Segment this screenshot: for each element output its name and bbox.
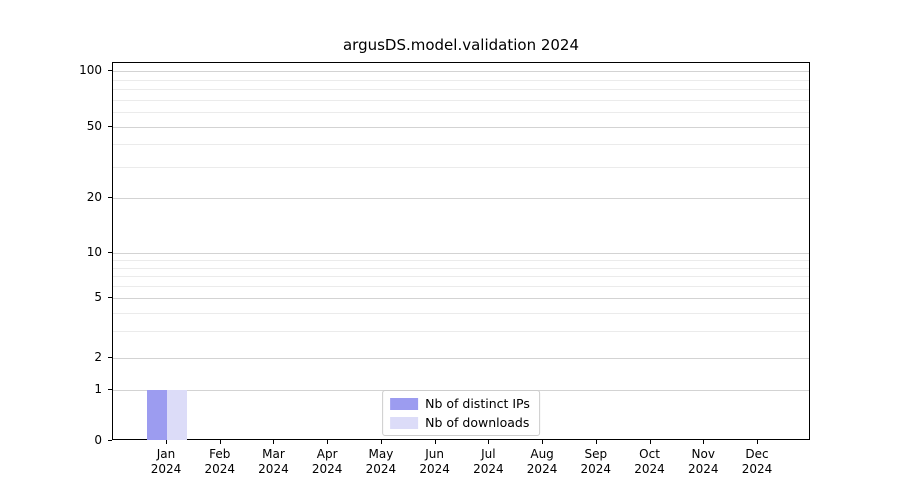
x-tick-year: 2024 (419, 462, 450, 476)
x-tick-year: 2024 (526, 462, 558, 476)
gridline-70 (113, 99, 809, 101)
x-tick-month: Dec (745, 447, 769, 461)
y-tick-label-100: 100 (79, 63, 102, 77)
gridline-20 (113, 198, 809, 199)
x-tick-label-jul: Jul 2024 (456, 447, 520, 477)
gridline-8 (113, 267, 809, 269)
gridline-5 (113, 298, 809, 299)
x-tick-mark-dec (756, 440, 758, 444)
x-tick-label-nov: Nov 2024 (671, 447, 735, 477)
x-tick-mark-sep (595, 440, 597, 444)
x-tick-mark-may (380, 440, 382, 444)
x-tick-month: Apr (316, 447, 338, 461)
legend-item-distinct-ips: Nb of distinct IPs (390, 396, 530, 411)
x-tick-mark-nov (703, 440, 705, 444)
x-tick-label-feb: Feb 2024 (188, 447, 252, 477)
gridline-30 (113, 166, 809, 168)
gridline-7 (113, 276, 809, 278)
legend-swatch-distinct-ips (390, 397, 419, 410)
legend-label-distinct-ips: Nb of distinct IPs (425, 396, 530, 411)
bar-nb-of-downloads-jan (167, 390, 187, 440)
gridline-40 (113, 144, 809, 146)
x-tick-label-aug: Aug 2024 (510, 447, 574, 477)
x-tick-year: 2024 (473, 462, 504, 476)
x-tick-mark-mar (273, 440, 275, 444)
gridline-50 (113, 127, 809, 128)
y-tick-label-10: 10 (86, 245, 102, 259)
plot-area: Nb of distinct IPs Nb of downloads (112, 62, 810, 440)
y-tick-mark-1 (108, 389, 112, 390)
x-tick-month: Jan (156, 447, 176, 461)
x-tick-year: 2024 (687, 462, 719, 476)
x-tick-year: 2024 (204, 462, 235, 476)
x-tick-month: Jun (425, 447, 444, 461)
chart-title: argusDS.model.validation 2024 (342, 36, 580, 54)
legend-swatch-downloads (390, 416, 419, 429)
gridline-9 (113, 259, 809, 261)
y-tick-mark-2 (108, 357, 112, 358)
legend-label-downloads: Nb of downloads (425, 415, 530, 430)
gridline-6 (113, 286, 809, 288)
y-tick-mark-10 (108, 252, 112, 253)
gridline-3 (113, 331, 809, 333)
x-tick-label-dec: Dec 2024 (725, 447, 789, 477)
x-tick-mark-jun (434, 440, 436, 444)
x-tick-label-jun: Jun 2024 (403, 447, 467, 477)
y-tick-label-0: 0 (94, 433, 102, 447)
gridline-90 (113, 79, 809, 81)
legend-item-downloads: Nb of downloads (390, 415, 530, 430)
x-tick-label-jan: Jan 2024 (134, 447, 198, 477)
x-tick-mark-jan (166, 440, 167, 444)
gridline-10 (113, 253, 809, 254)
y-tick-mark-5 (108, 297, 112, 298)
y-tick-label-20: 20 (86, 190, 102, 204)
x-tick-mark-jul (488, 440, 490, 444)
x-tick-month: Feb (209, 447, 231, 461)
x-tick-month: Mar (262, 447, 285, 461)
x-tick-label-may: May 2024 (349, 447, 413, 477)
x-tick-mark-oct (649, 440, 651, 444)
x-tick-year: 2024 (741, 462, 773, 476)
x-tick-mark-aug (542, 440, 544, 444)
x-tick-label-oct: Oct 2024 (618, 447, 682, 477)
x-tick-mark-apr (327, 440, 329, 444)
x-tick-month: Nov (691, 447, 715, 461)
y-tick-mark-20 (108, 197, 112, 198)
x-tick-year: 2024 (311, 462, 343, 476)
gridline-80 (113, 89, 809, 90)
y-tick-mark-50 (108, 126, 112, 127)
y-tick-label-50: 50 (86, 119, 102, 133)
x-tick-year: 2024 (634, 462, 665, 476)
x-tick-month: Jul (481, 447, 496, 461)
x-tick-year: 2024 (365, 462, 397, 476)
x-tick-month: Sep (584, 447, 608, 461)
x-tick-label-apr: Apr 2024 (295, 447, 359, 477)
gridline-100 (113, 71, 809, 72)
gridline-2 (113, 358, 809, 359)
x-tick-month: Aug (530, 447, 554, 461)
gridline-60 (113, 112, 809, 114)
x-tick-label-sep: Sep 2024 (564, 447, 628, 477)
x-tick-year: 2024 (150, 462, 182, 476)
y-tick-mark-0 (108, 440, 112, 441)
y-tick-label-5: 5 (94, 290, 102, 304)
x-tick-year: 2024 (580, 462, 612, 476)
x-tick-month: May (368, 447, 394, 461)
y-tick-mark-100 (108, 70, 112, 71)
gridline-4 (113, 312, 809, 314)
x-tick-month: Oct (639, 447, 660, 461)
bar-nb-of-distinct-ips-jan (147, 390, 167, 440)
y-tick-label-2: 2 (94, 350, 102, 364)
x-tick-mark-feb (219, 440, 221, 444)
y-tick-label-1: 1 (94, 382, 102, 396)
legend: Nb of distinct IPs Nb of downloads (382, 390, 540, 436)
x-tick-label-mar: Mar 2024 (241, 447, 305, 477)
x-tick-year: 2024 (258, 462, 289, 476)
